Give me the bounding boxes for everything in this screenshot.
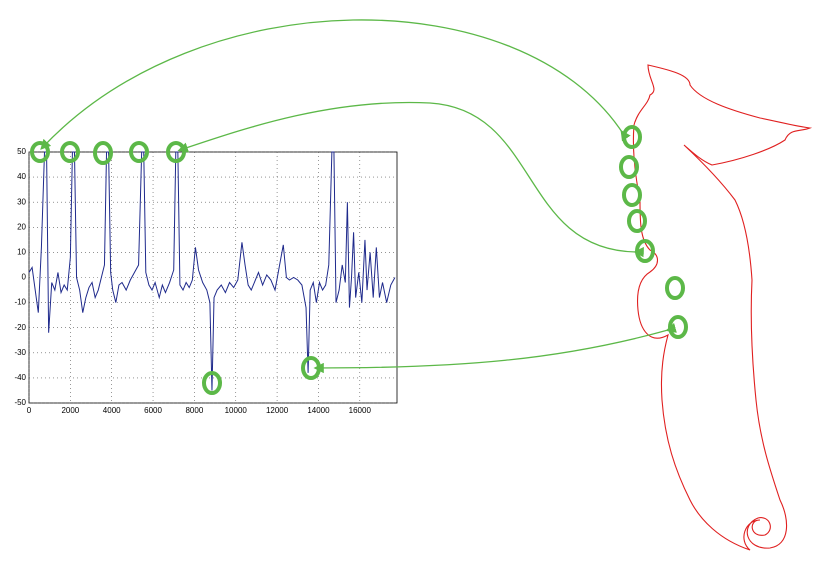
y-tick-label: 10 [17,248,26,257]
y-tick-label: 20 [17,222,26,231]
x-tick-label: 8000 [185,406,203,415]
figure: -50 -40 -30 -20 -10 0 10 20 30 40 50 0 2000 4000 6000 8… [0,0,819,568]
x-tick-label: 0 [27,406,32,415]
y-tick-label: -30 [14,348,26,357]
x-tick-label: 10000 [225,406,248,415]
y-tick-label: -50 [14,398,26,407]
x-tick-label: 12000 [266,406,289,415]
y-tick-label: -40 [14,373,26,382]
x-tick-label: 6000 [144,406,162,415]
y-tick-label: 0 [22,273,27,282]
seahorse-outline [633,65,810,550]
x-tick-label: 16000 [349,406,372,415]
x-tick-label: 4000 [103,406,121,415]
y-tick-label: 50 [17,147,26,156]
x-tick-label: 2000 [61,406,79,415]
y-tick-label: -20 [14,323,26,332]
y-tick-label: -10 [14,298,26,307]
x-tick-label: 14000 [307,406,330,415]
y-tick-label: 30 [17,197,26,206]
y-tick-label: 40 [17,172,26,181]
